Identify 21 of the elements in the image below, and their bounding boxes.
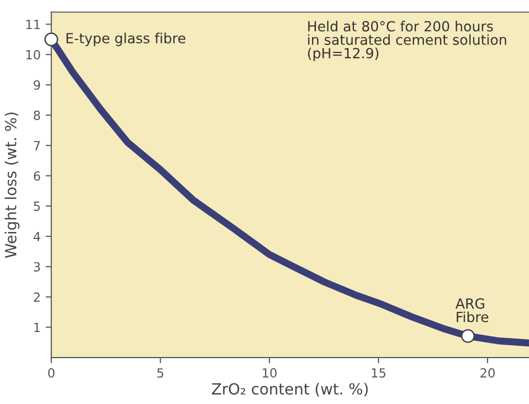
x-tick-label: 0	[48, 368, 54, 378]
y-tick-label: 7	[34, 141, 40, 150]
y-tick-label: 1	[34, 322, 40, 332]
y-tick-label: 9	[34, 80, 40, 90]
x-axis-title: ZrO₂ content (wt. %)	[212, 382, 368, 396]
annotation: ARG Fibre	[456, 298, 488, 322]
y-tick-label: 11	[26, 20, 40, 29]
x-tick-label: 20	[480, 368, 495, 378]
y-tick-label: 10	[26, 50, 40, 60]
annotation: E-type glass fibre	[66, 32, 186, 46]
y-tick-label: 4	[34, 232, 40, 242]
y-tick-label: 5	[34, 202, 40, 211]
y-tick-label: 2	[34, 292, 40, 302]
y-tick-label: 6	[34, 171, 40, 181]
annotation: Held at 80°C for 200 hours in saturated cement solution (pH=12.9)	[308, 20, 506, 62]
y-tick-label: 3	[34, 262, 40, 272]
x-tick-label: 15	[372, 368, 386, 378]
x-tick-label: 10	[262, 368, 277, 378]
y-tick-label: 8	[34, 110, 40, 120]
x-tick-label: 5	[157, 368, 164, 378]
y-axis-title: Weight loss (wt. %)	[4, 112, 20, 258]
